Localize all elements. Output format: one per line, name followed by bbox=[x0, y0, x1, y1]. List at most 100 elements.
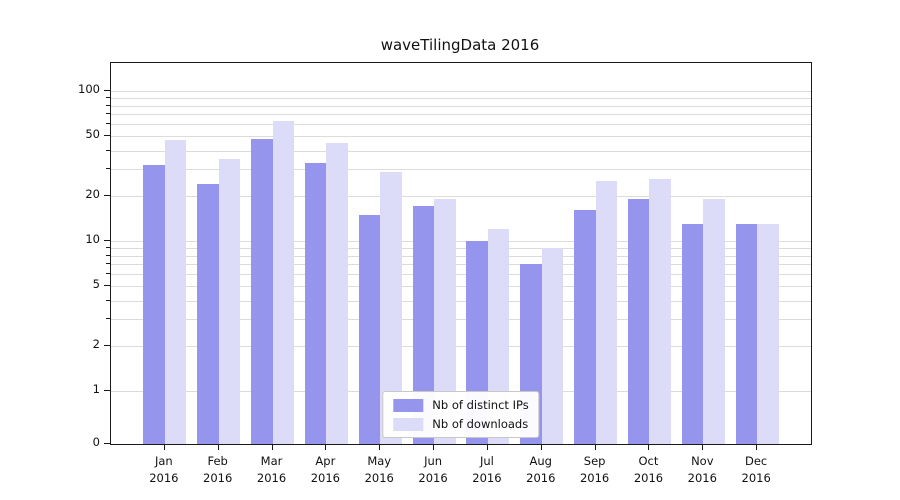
bar-downloads bbox=[757, 223, 779, 444]
y-tick-label: 1 bbox=[92, 382, 100, 396]
gridline bbox=[111, 105, 811, 107]
gridline bbox=[111, 255, 811, 257]
x-tick-label: Mar 2016 bbox=[256, 454, 287, 485]
x-tick-label: Apr 2016 bbox=[310, 454, 341, 485]
x-tick-label: Feb 2016 bbox=[203, 454, 233, 485]
y-tick-mark bbox=[104, 240, 110, 241]
legend: Nb of distinct IPs Nb of downloads bbox=[382, 391, 540, 438]
y-minor-tick-mark bbox=[106, 104, 110, 106]
x-tick-mark bbox=[756, 445, 758, 450]
x-tick-label: Aug 2016 bbox=[526, 454, 556, 485]
y-tick-label: 50 bbox=[85, 127, 100, 142]
x-tick-mark bbox=[540, 445, 542, 450]
gridline bbox=[111, 136, 811, 138]
bar-distinct-ips bbox=[681, 223, 704, 444]
bar-downloads bbox=[272, 121, 295, 444]
x-tick-label: May 2016 bbox=[364, 454, 394, 485]
y-minor-tick-mark bbox=[106, 318, 110, 320]
chart-title: waveTilingData 2016 bbox=[380, 36, 540, 54]
y-minor-tick-mark bbox=[106, 168, 110, 170]
y-tick-mark bbox=[104, 443, 110, 444]
legend-label: Nb of downloads bbox=[432, 417, 529, 431]
gridline bbox=[111, 274, 811, 276]
y-tick-label: 20 bbox=[85, 186, 100, 201]
plot-area: Nb of distinct IPs Nb of downloads bbox=[110, 62, 812, 445]
y-tick-label: 100 bbox=[78, 82, 100, 96]
gridline bbox=[111, 300, 811, 302]
x-tick-label: Sep 2016 bbox=[579, 454, 610, 485]
x-tick-mark bbox=[433, 445, 435, 450]
bar-distinct-ips bbox=[358, 214, 381, 444]
y-minor-tick-mark bbox=[106, 299, 110, 301]
y-tick-label: 0 bbox=[92, 435, 100, 449]
bar-downloads bbox=[595, 181, 618, 444]
y-minor-tick-mark bbox=[106, 246, 110, 248]
bar-downloads bbox=[326, 143, 348, 444]
bar-distinct-ips bbox=[735, 223, 758, 444]
y-minor-tick-mark bbox=[106, 263, 110, 265]
bar-downloads bbox=[541, 247, 564, 444]
bar-downloads bbox=[380, 171, 402, 444]
bar-distinct-ips bbox=[574, 210, 596, 444]
x-tick-mark bbox=[163, 445, 165, 450]
gridline bbox=[111, 247, 811, 249]
bar-distinct-ips bbox=[251, 138, 273, 444]
gridline bbox=[111, 97, 811, 99]
gridline bbox=[111, 264, 811, 266]
y-minor-tick-mark bbox=[106, 273, 110, 275]
y-tick-label: 5 bbox=[92, 277, 100, 292]
x-tick-mark bbox=[648, 445, 650, 450]
bar-downloads bbox=[164, 140, 187, 444]
gridline bbox=[111, 169, 811, 171]
bar-distinct-ips bbox=[627, 199, 650, 444]
gridline bbox=[111, 286, 811, 288]
legend-item-distinct-ips: Nb of distinct IPs bbox=[393, 398, 529, 412]
x-tick-label: Oct 2016 bbox=[633, 454, 664, 485]
gridline bbox=[111, 241, 811, 242]
y-tick-label: 10 bbox=[85, 232, 100, 246]
gridline bbox=[111, 91, 811, 92]
bar-downloads bbox=[487, 229, 510, 444]
gridline bbox=[111, 195, 811, 197]
x-tick-mark bbox=[702, 445, 704, 450]
legend-label: Nb of distinct IPs bbox=[432, 398, 529, 412]
gridline bbox=[111, 114, 811, 116]
x-tick-mark bbox=[325, 445, 327, 450]
x-tick-mark bbox=[594, 445, 596, 450]
y-tick-mark bbox=[104, 194, 110, 196]
x-tick-mark bbox=[271, 445, 273, 450]
bar-distinct-ips bbox=[412, 206, 435, 444]
y-tick-mark bbox=[104, 135, 110, 137]
bar-downloads bbox=[218, 159, 241, 444]
x-tick-label: Jan 2016 bbox=[149, 454, 179, 485]
y-tick-label: 2 bbox=[92, 336, 100, 351]
gridline bbox=[111, 150, 811, 152]
y-minor-tick-mark bbox=[106, 113, 110, 115]
x-tick-mark bbox=[379, 445, 381, 450]
x-tick-mark bbox=[217, 445, 219, 450]
x-tick-label: Nov 2016 bbox=[687, 454, 717, 485]
x-tick-label: Jul 2016 bbox=[472, 454, 502, 485]
legend-item-downloads: Nb of downloads bbox=[393, 417, 528, 431]
y-tick-mark bbox=[104, 390, 110, 391]
x-tick-label: Jun 2016 bbox=[418, 454, 448, 485]
y-minor-tick-mark bbox=[106, 149, 110, 151]
legend-swatch bbox=[393, 417, 424, 431]
y-tick-mark bbox=[104, 285, 110, 287]
x-tick-mark bbox=[486, 445, 488, 450]
bar-distinct-ips bbox=[197, 183, 219, 444]
gridline bbox=[111, 345, 811, 347]
y-minor-tick-mark bbox=[106, 254, 110, 256]
legend-swatch bbox=[393, 398, 424, 412]
y-minor-tick-mark bbox=[106, 123, 110, 125]
bar-downloads bbox=[703, 199, 725, 444]
bar-distinct-ips bbox=[143, 165, 165, 444]
x-tick-label: Dec 2016 bbox=[741, 454, 771, 485]
y-tick-mark bbox=[104, 90, 110, 91]
y-tick-mark bbox=[104, 344, 110, 346]
bar-downloads bbox=[649, 178, 671, 444]
bar-distinct-ips bbox=[304, 163, 327, 444]
gridline bbox=[111, 319, 811, 321]
y-minor-tick-mark bbox=[106, 96, 110, 98]
